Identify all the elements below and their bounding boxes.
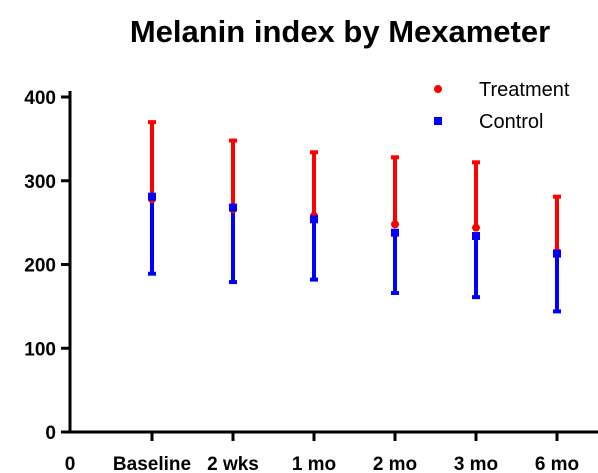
series-layer xyxy=(148,120,561,314)
control-point xyxy=(148,192,156,201)
control-point xyxy=(553,249,561,258)
x-origin-label: 0 xyxy=(65,454,76,473)
x-tick-label: 2 wks xyxy=(207,454,259,473)
legend-label-treatment: Treatment xyxy=(479,79,570,101)
x-tick-label: Baseline xyxy=(113,454,191,473)
control-point xyxy=(229,203,237,212)
y-tick-label: 200 xyxy=(24,256,56,277)
control-point xyxy=(310,215,318,224)
legend: Treatment Control xyxy=(434,79,570,133)
treatment-point xyxy=(391,220,399,229)
control-point xyxy=(472,232,480,241)
x-tick-label: 1 mo xyxy=(292,454,336,473)
x-tick-label: 2 mo xyxy=(373,454,417,473)
legend-marker-control xyxy=(434,117,442,125)
y-tick-label: 400 xyxy=(24,88,56,109)
treatment-point xyxy=(472,223,480,232)
x-tick-label: 6 mo xyxy=(535,454,579,473)
y-tick-label: 300 xyxy=(24,172,56,193)
chart-title: Melanin index by Mexameter xyxy=(130,14,550,49)
y-tick-label: 0 xyxy=(45,423,56,444)
legend-marker-treatment xyxy=(434,85,442,93)
axes: 0 100 200 300 400 0 Baseline 2 wks 1 mo 2 mo 3 mo 6… xyxy=(24,88,598,473)
x-tick-label: 3 mo xyxy=(454,454,498,473)
control-point xyxy=(391,228,399,237)
legend-label-control: Control xyxy=(479,111,543,133)
y-tick-label: 100 xyxy=(24,339,56,360)
